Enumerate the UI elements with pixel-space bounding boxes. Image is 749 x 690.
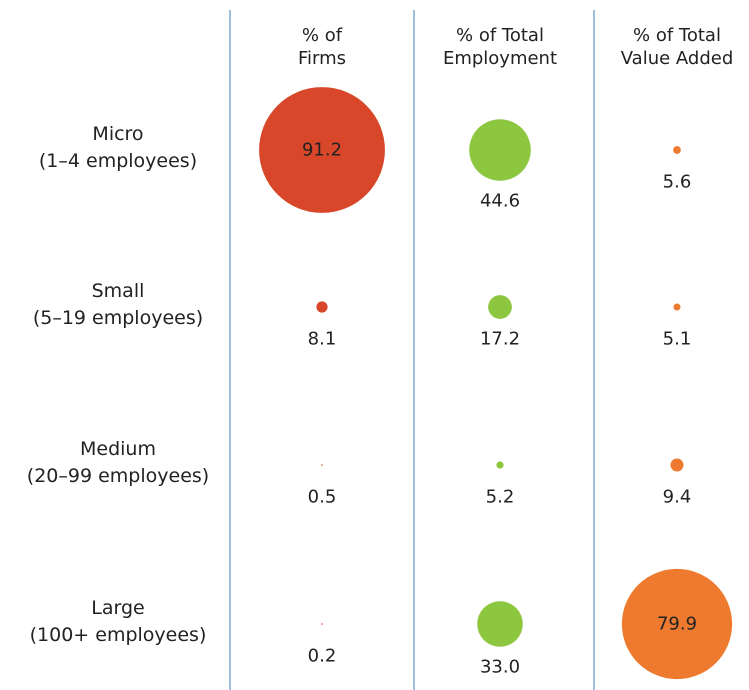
value-label: 79.9 [656,613,698,635]
bubble [259,87,385,213]
value-label: 9.4 [662,486,692,508]
bubble [496,461,504,469]
bubble [621,568,733,680]
bubble [670,458,684,472]
bubble [469,119,531,181]
bubble [321,464,323,466]
column-header: % of Firms [297,25,347,70]
row-label: Medium [80,438,156,460]
row-detail: (1–4 employees) [38,150,198,172]
value-label: 0.5 [307,486,337,508]
value-label: 5.2 [485,486,515,508]
value-label: 0.2 [307,645,337,667]
bubble [321,623,323,625]
row-label: Small [91,280,145,302]
column-header: % of Total Employment [442,25,558,70]
value-label: 17.2 [479,328,521,350]
value-label: 5.6 [662,171,692,193]
bubble [673,303,681,311]
bubble [477,601,523,647]
row-label: Micro [92,123,144,145]
bubble [488,295,512,319]
value-label: 44.6 [479,190,521,212]
value-label: 33.0 [479,656,521,678]
row-detail: (100+ employees) [29,624,207,646]
row-detail: (20–99 employees) [26,465,210,487]
value-label: 5.1 [662,328,692,350]
row-detail: (5–19 employees) [32,307,204,329]
bubble [316,301,328,313]
row-label: Large [91,597,145,619]
column-header: % of Total Value Added [620,25,734,70]
bubble [673,146,681,154]
value-label: 91.2 [301,139,343,161]
value-label: 8.1 [307,328,337,350]
